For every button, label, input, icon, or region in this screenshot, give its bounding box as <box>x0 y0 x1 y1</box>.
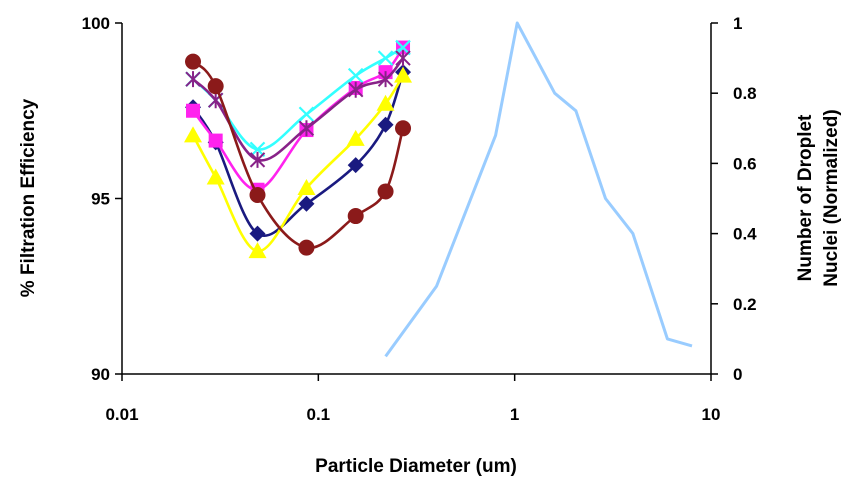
data-point-diamond <box>298 195 315 212</box>
axis-ticks: 0.01 0.1 1 10 90 95 100 0 0.2 0.4 0.6 0.8 1 <box>82 14 758 424</box>
series-6 <box>384 21 693 358</box>
x-axis-title: Particle Diameter (um) <box>315 456 517 477</box>
y-right-tick-label: 0.8 <box>733 84 757 103</box>
data-point-square <box>186 103 201 118</box>
series-5 <box>185 53 412 256</box>
data-point-triangle <box>248 242 267 259</box>
y-axis-right-title-line2: Nuclei (Normalized) <box>821 109 842 286</box>
series-2 <box>184 66 413 259</box>
y-left-tick-label: 90 <box>91 365 110 384</box>
data-point-triangle <box>376 94 395 111</box>
data-point-triangle <box>297 178 316 195</box>
data-point-circle <box>347 208 364 225</box>
data-point-circle <box>377 183 394 200</box>
data-point-diamond <box>249 225 266 242</box>
data-point-triangle <box>394 66 413 83</box>
data-point-asterisk <box>347 81 364 98</box>
x-tick-label: 0.01 <box>105 405 138 424</box>
series-line <box>191 46 405 191</box>
series-line <box>384 21 693 358</box>
data-point-x <box>347 67 364 84</box>
data-point-circle <box>249 186 266 203</box>
data-point-triangle <box>346 129 365 146</box>
y-right-tick-label: 0.6 <box>733 154 757 173</box>
data-point-x <box>377 50 394 66</box>
x-tick-label: 0.1 <box>307 405 331 424</box>
data-point-diamond <box>377 116 394 133</box>
data-point-asterisk <box>185 71 201 88</box>
data-point-circle <box>207 78 224 95</box>
x-tick-label: 1 <box>510 405 519 424</box>
x-tick-label: 10 <box>702 405 721 424</box>
data-point-asterisk <box>249 151 266 168</box>
data-point-x <box>298 106 315 123</box>
y-left-tick-label: 100 <box>82 14 110 33</box>
data-point-triangle <box>184 126 203 143</box>
data-point-asterisk <box>298 120 315 137</box>
data-point-circle <box>185 53 202 70</box>
data-point-square <box>208 133 223 148</box>
data-point-circle <box>298 239 315 256</box>
data-point-asterisk <box>377 71 394 88</box>
data-point-triangle <box>206 168 225 185</box>
y-axis-left-title: % Filtration Efficiency <box>18 98 39 297</box>
y-right-tick-label: 1 <box>733 14 742 33</box>
series-layer <box>184 21 693 358</box>
y-axis-right-title-line1: Number of Droplet <box>795 114 816 281</box>
data-point-circle <box>395 120 412 137</box>
data-point-asterisk <box>395 50 411 67</box>
y-right-tick-label: 0.4 <box>733 225 757 244</box>
y-left-tick-label: 95 <box>91 190 110 209</box>
y-right-tick-label: 0 <box>733 365 742 384</box>
y-right-tick-label: 0.2 <box>733 295 757 314</box>
data-point-diamond <box>347 157 364 174</box>
